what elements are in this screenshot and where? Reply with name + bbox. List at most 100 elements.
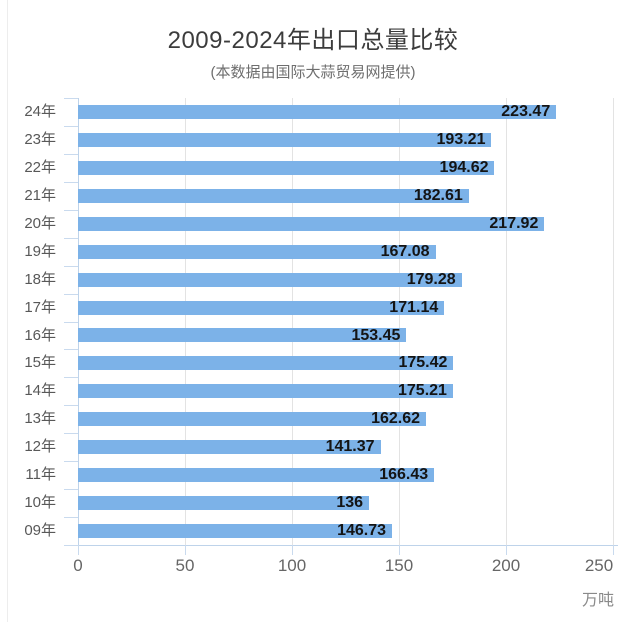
chart-title: 2009-2024年出口总量比较 <box>167 27 459 54</box>
bar-row-22年: 22年 194.62 <box>0 154 626 182</box>
bar-10年 <box>78 496 370 511</box>
bar-row-13年: 13年 162.62 <box>0 405 626 433</box>
bar-18年 <box>78 272 462 287</box>
y-axis-label: 15年 <box>24 354 56 372</box>
y-axis-tick <box>64 294 78 295</box>
gridline-x-250 <box>613 98 614 545</box>
y-axis-label: 10年 <box>24 494 56 512</box>
x-axis-tick <box>78 545 79 555</box>
bar-09年 <box>78 524 392 539</box>
bar-row-21年: 21年 182.61 <box>0 182 626 210</box>
bar-value-label: 193.21 <box>436 130 486 148</box>
bar-row-18年: 18年 179.28 <box>0 266 626 294</box>
y-axis-tick <box>64 461 78 462</box>
bar-value-label: 153.45 <box>351 326 401 344</box>
bar-value-label: 171.14 <box>389 298 439 316</box>
bar-13年 <box>78 412 426 427</box>
bar-value-label: 182.61 <box>413 186 463 204</box>
bar-14年 <box>78 384 453 399</box>
y-axis-line <box>78 98 79 545</box>
x-axis-tick <box>399 545 400 555</box>
bar-row-20年: 20年 217.92 <box>0 210 626 238</box>
y-axis-tick <box>64 210 78 211</box>
y-axis-tick <box>64 154 78 155</box>
bar-row-12年: 12年 141.37 <box>0 433 626 461</box>
y-axis-label: 16年 <box>24 326 56 344</box>
y-axis-tick <box>64 377 78 378</box>
gridline-x-150 <box>399 98 400 545</box>
y-axis-label: 19年 <box>24 242 56 260</box>
x-axis-tick <box>613 545 614 555</box>
x-axis-tick <box>506 545 507 555</box>
y-axis-tick <box>64 98 78 99</box>
bar-value-label: 162.62 <box>371 410 420 428</box>
y-axis-label: 09年 <box>24 522 56 540</box>
bar-value-label: 217.92 <box>489 214 539 232</box>
bar-row-19年: 19年 167.08 <box>0 238 626 266</box>
x-axis-tick <box>292 545 293 555</box>
bar-row-14年: 14年 175.21 <box>0 377 626 405</box>
y-axis-label: 18年 <box>24 270 56 288</box>
bar-value-label: 141.37 <box>325 438 375 456</box>
y-axis-label: 23年 <box>24 130 56 148</box>
page-edge-line <box>7 0 8 622</box>
bar-20年 <box>78 216 545 231</box>
bar-row-16年: 16年 153.45 <box>0 322 626 350</box>
x-axis-label-100: 100 <box>277 556 307 575</box>
bar-22年 <box>78 160 495 175</box>
y-axis-tick <box>64 266 78 267</box>
bar-row-17年: 17年 171.14 <box>0 294 626 322</box>
y-axis-tick <box>64 545 78 546</box>
bar-value-label: 167.08 <box>380 242 430 260</box>
bar-value-label: 146.73 <box>337 522 386 540</box>
bar-value-label: 166.43 <box>379 466 429 484</box>
bar-value-label: 175.21 <box>398 382 447 400</box>
y-axis-label: 13年 <box>24 410 56 428</box>
bar-row-23年: 23年 193.21 <box>0 126 626 154</box>
y-axis-label: 24年 <box>24 103 56 120</box>
x-axis-label-0: 0 <box>73 556 83 575</box>
y-axis-tick <box>64 489 78 490</box>
y-axis-label: 20年 <box>24 214 56 232</box>
y-axis-label: 21年 <box>24 186 56 204</box>
bar-value-label: 179.28 <box>406 270 456 288</box>
y-axis-tick <box>64 349 78 350</box>
y-axis-tick <box>64 517 78 518</box>
x-axis-line <box>78 545 618 546</box>
bar-value-label: 194.62 <box>439 158 489 176</box>
y-axis-label: 11年 <box>25 466 56 484</box>
y-axis-label: 22年 <box>24 158 56 176</box>
bar-15年 <box>78 356 454 371</box>
bar-value-label: 223.47 <box>501 103 551 120</box>
bar-19年 <box>78 244 436 259</box>
gridline-x-50 <box>185 98 186 545</box>
bar-12年 <box>78 440 381 455</box>
bar-row-24年: 24年 223.47 <box>0 98 626 126</box>
y-axis-tick <box>64 433 78 434</box>
x-axis-label-200: 200 <box>491 556 521 575</box>
y-axis-tick <box>64 322 78 323</box>
bar-21年 <box>78 188 469 203</box>
gridline-x-100 <box>292 98 293 545</box>
bar-16年 <box>78 328 407 343</box>
bar-value-label: 136 <box>336 494 364 512</box>
y-axis-label: 12年 <box>24 438 56 456</box>
bar-23年 <box>78 132 492 147</box>
bar-value-label: 175.42 <box>398 354 448 372</box>
y-axis-tick <box>64 405 78 406</box>
gridline-x-200 <box>506 98 507 545</box>
x-axis-tick <box>185 545 186 555</box>
y-axis-tick <box>64 126 78 127</box>
bar-row-11年: 11年 166.43 <box>0 461 626 489</box>
bar-24年 <box>78 104 557 119</box>
x-axis-label-50: 50 <box>175 556 195 575</box>
y-axis-tick <box>64 238 78 239</box>
bar-row-10年: 10年 136 <box>0 489 626 517</box>
y-axis-label: 14年 <box>24 382 56 400</box>
x-axis-label-150: 150 <box>384 556 414 575</box>
chart-subtitle: (本数据由国际大蒜贸易网提供) <box>210 64 416 81</box>
x-axis-unit-label: 万吨 <box>581 592 614 609</box>
bar-row-15年: 15年 175.42 <box>0 349 626 377</box>
